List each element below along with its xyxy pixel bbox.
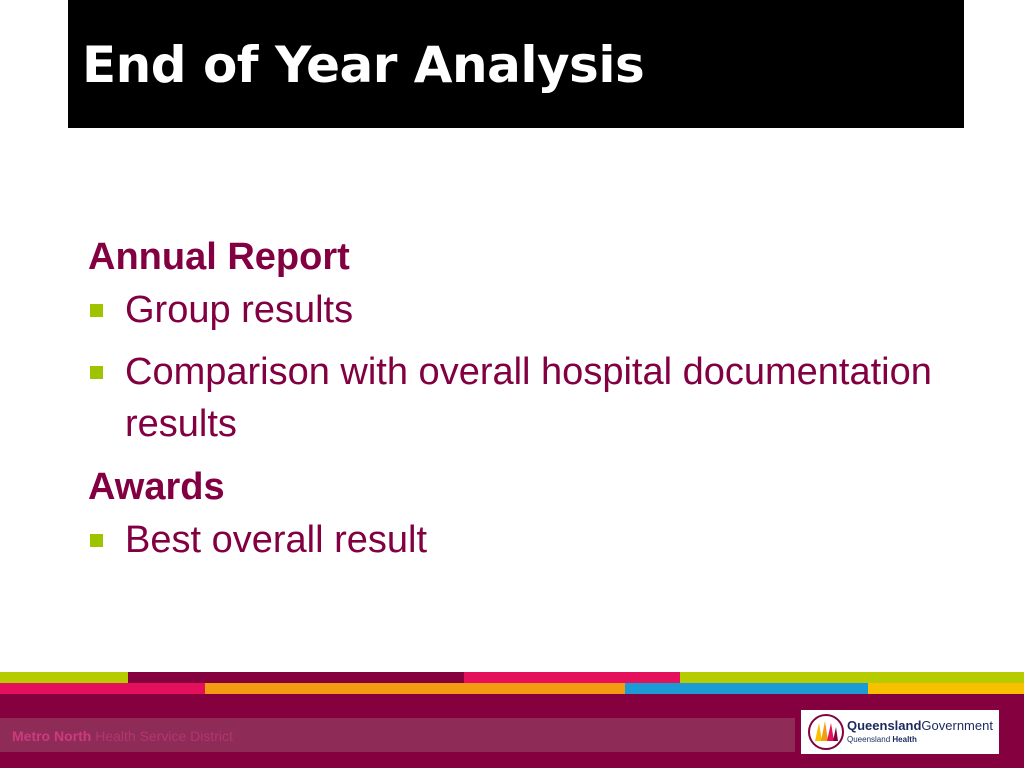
bullet-item: Group results bbox=[88, 284, 968, 336]
section-heading-annual-report: Annual Report bbox=[88, 236, 350, 278]
bullet-item: Comparison with overall hospital documen… bbox=[88, 346, 968, 450]
square-bullet-icon bbox=[90, 534, 103, 547]
bullet-item: Best overall result bbox=[88, 514, 968, 566]
bullet-text: Group results bbox=[125, 289, 354, 331]
bullet-text: Best overall result bbox=[125, 519, 428, 561]
title-bar: End of Year Analysis bbox=[68, 0, 964, 128]
logo-text-health: Queensland Health bbox=[847, 735, 917, 744]
square-bullet-icon bbox=[90, 304, 103, 317]
bullet-text: Comparison with overall hospital documen… bbox=[125, 351, 932, 445]
queensland-crest-icon bbox=[808, 714, 844, 750]
square-bullet-icon bbox=[90, 366, 103, 379]
district-label: Metro North Health Service District bbox=[12, 728, 233, 744]
footer: Metro North Health Service District Quee… bbox=[0, 694, 1024, 768]
district-band: Metro North Health Service District bbox=[0, 718, 795, 752]
section-heading-awards: Awards bbox=[88, 466, 225, 508]
slide-content: Annual Report Group results Comparison w… bbox=[88, 230, 968, 576]
color-stripe-bottom bbox=[0, 683, 1024, 694]
logo-text-government: QueenslandGovernment bbox=[847, 718, 993, 733]
queensland-government-logo: QueenslandGovernment Queensland Health bbox=[801, 710, 999, 754]
color-stripe-top bbox=[0, 672, 1024, 683]
page-title: End of Year Analysis bbox=[82, 36, 645, 94]
